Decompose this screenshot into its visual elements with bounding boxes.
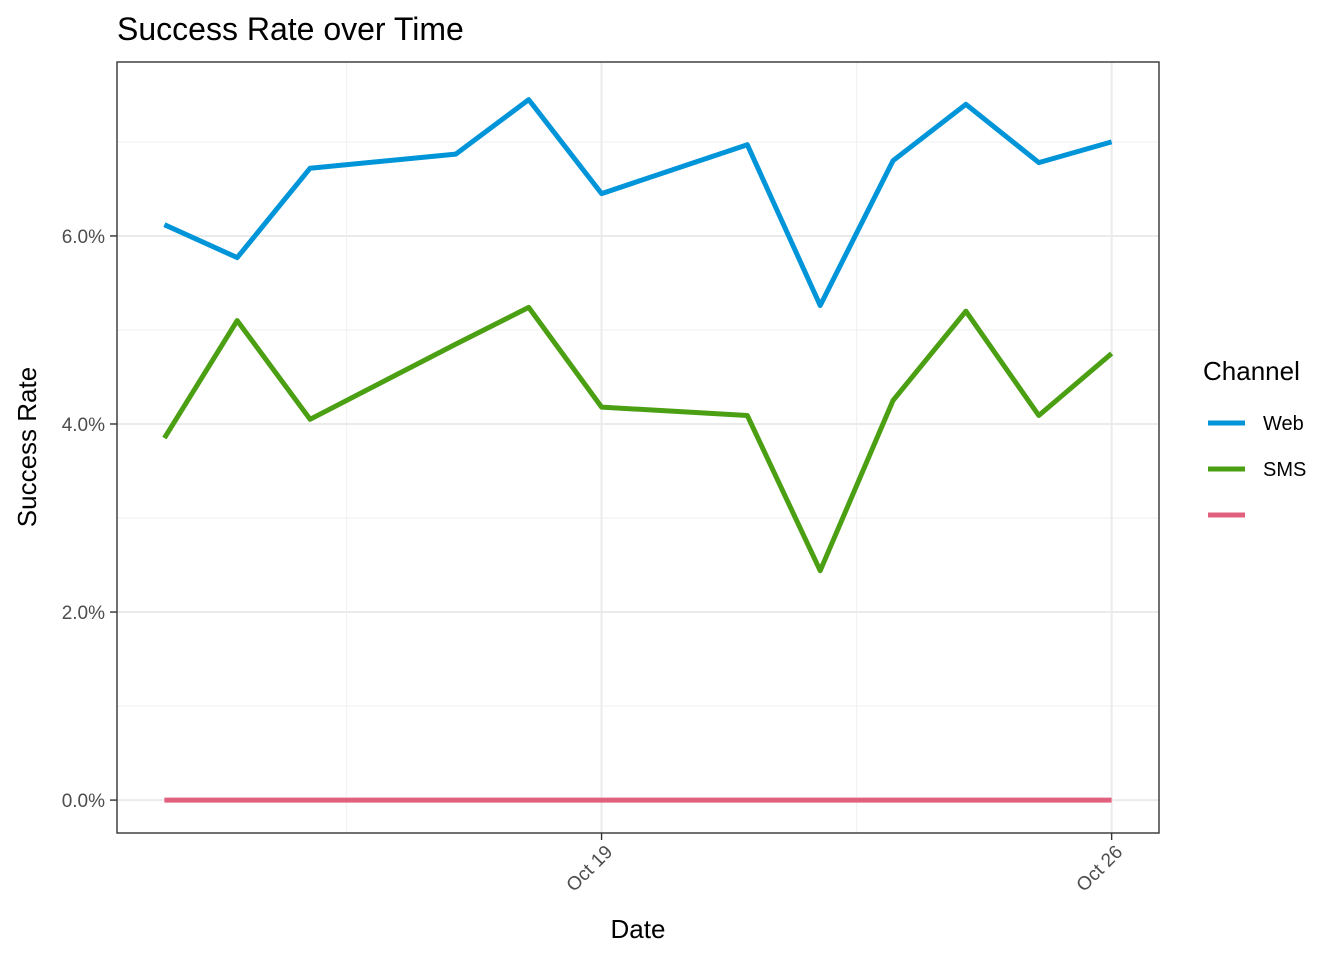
chart-title: Success Rate over Time	[117, 11, 464, 47]
y-tick-label: 4.0%	[62, 415, 105, 436]
x-axis: Oct 19 Oct 26	[563, 833, 1127, 896]
y-axis-title: Success Rate	[12, 367, 42, 527]
x-tick-label: Oct 26	[1073, 842, 1127, 896]
legend: Channel Web SMS	[1203, 356, 1306, 518]
legend-title: Channel	[1203, 356, 1300, 386]
y-axis: 0.0% 2.0% 4.0% 6.0%	[62, 227, 117, 812]
series-lines	[162, 97, 1114, 803]
plot-panel	[116, 61, 1160, 834]
series-line-sms	[162, 304, 1114, 574]
grid	[117, 62, 1159, 833]
y-tick-label: 2.0%	[62, 603, 105, 624]
x-tick-label: Oct 19	[563, 842, 617, 896]
y-tick-label: 0.0%	[62, 791, 105, 812]
legend-label: SMS	[1263, 459, 1306, 481]
legend-label: Web	[1263, 413, 1304, 435]
series-line-web	[163, 97, 1113, 308]
x-axis-title: Date	[611, 914, 666, 944]
y-tick-label: 6.0%	[62, 227, 105, 248]
